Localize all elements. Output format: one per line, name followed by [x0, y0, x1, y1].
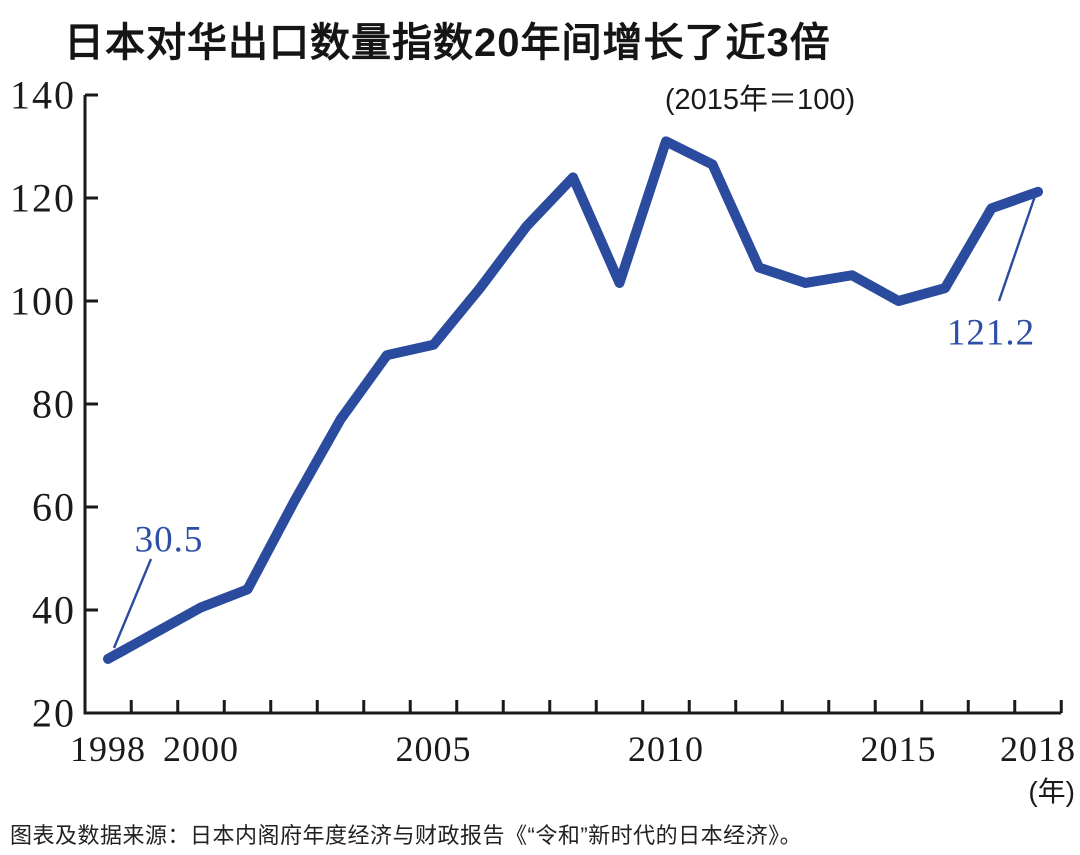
chart-title: 日本对华出口数量指数20年间增长了近3倍 [64, 21, 831, 65]
callout-line [112, 558, 153, 649]
annotation-end-value: 121.2 [946, 312, 1036, 354]
x-tick-label: 2018 [1000, 729, 1076, 769]
axes [83, 93, 1063, 715]
y-tick-label: 40 [32, 587, 76, 633]
x-tick-label: 1998 [70, 729, 146, 769]
y-tick-label: 60 [32, 484, 76, 530]
annotation-callouts [112, 195, 1037, 649]
y-tick-label: 140 [10, 72, 76, 118]
x-tick-label: 2015 [860, 729, 937, 769]
x-tick-label: 2000 [163, 729, 239, 769]
y-tick-label: 120 [10, 175, 76, 221]
callout-line [997, 195, 1037, 302]
source-attribution: 图表及数据来源：日本内阁府年度经济与财政报告《“令和”新时代的日本经济》。 [10, 823, 803, 848]
y-tick-label: 80 [32, 381, 76, 427]
x-tick-label: 2005 [395, 729, 472, 769]
x-axis-unit-label: (年) [1028, 776, 1075, 807]
data-line [103, 136, 1043, 664]
y-tick-label: 20 [32, 690, 76, 736]
x-tick-label: 2010 [628, 729, 704, 769]
annotation-start-value: 30.5 [134, 519, 204, 561]
chart-subtitle: (2015年＝100) [664, 84, 856, 116]
y-tick-label: 100 [10, 278, 76, 324]
export-index-line [103, 136, 1043, 664]
